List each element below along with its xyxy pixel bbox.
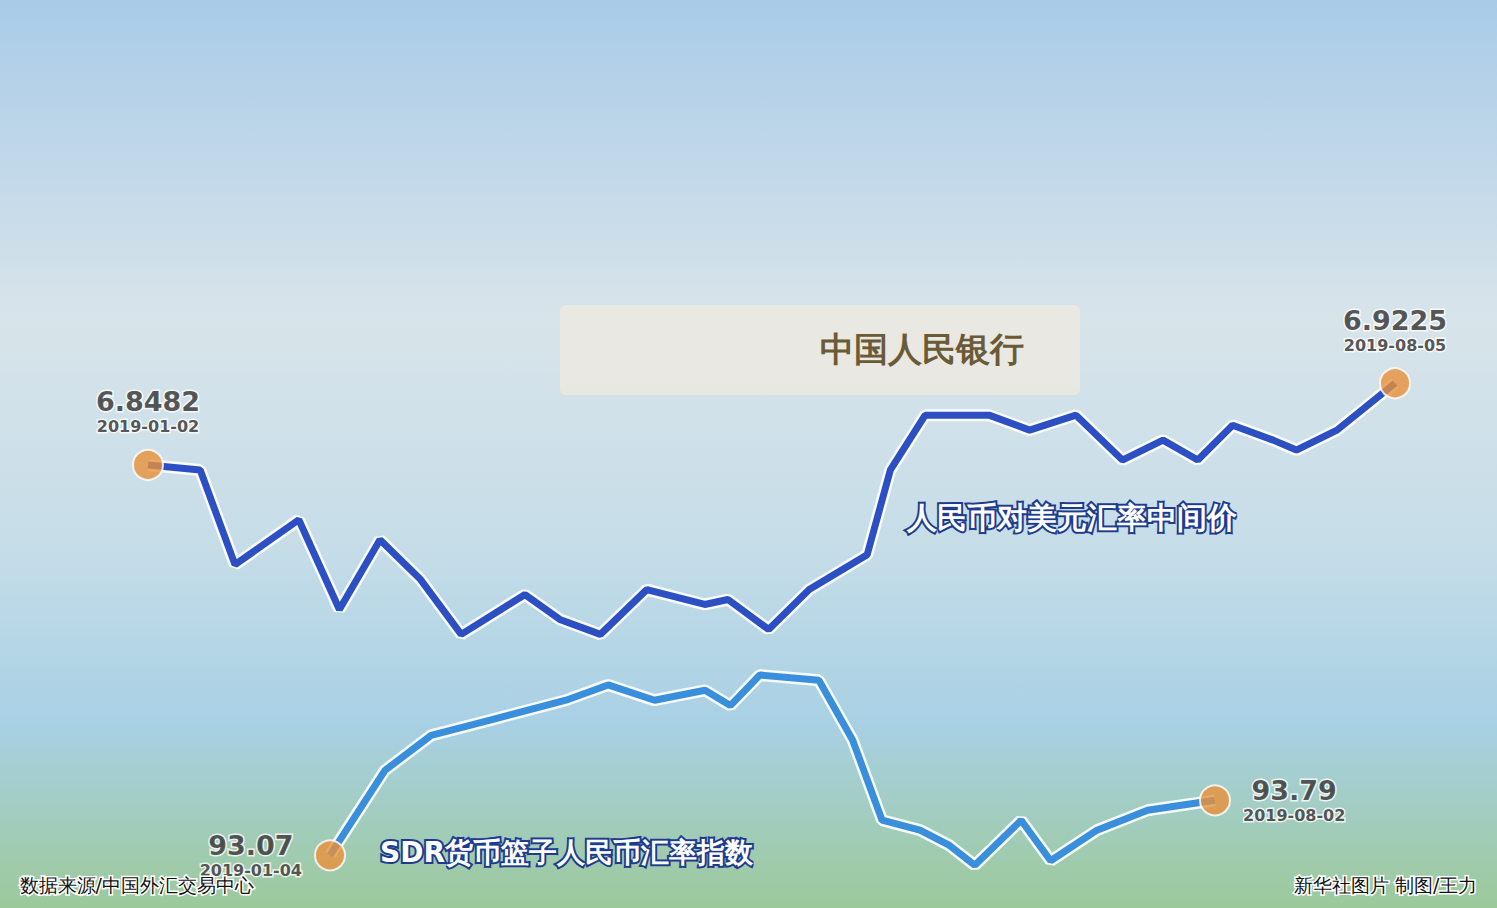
svg-text:6.9225: 6.9225 [1343, 305, 1447, 336]
svg-text:2019-08-02: 2019-08-02 [1243, 806, 1345, 825]
svg-text:新华社图片 制图/王力: 新华社图片 制图/王力 [1294, 874, 1477, 896]
svg-text:6.8482: 6.8482 [96, 386, 200, 417]
svg-text:2019-08-05: 2019-08-05 [1344, 336, 1446, 355]
svg-text:2019-01-02: 2019-01-02 [97, 417, 199, 436]
svg-text:数据来源/中国外汇交易中心: 数据来源/中国外汇交易中心 [20, 874, 254, 896]
svg-text:93.07: 93.07 [208, 830, 293, 861]
svg-text:SDR货币篮子人民币汇率指数: SDR货币篮子人民币汇率指数 [380, 836, 754, 869]
svg-text:人民币对美元汇率中间价: 人民币对美元汇率中间价 [906, 500, 1238, 535]
svg-text:2019-01-04: 2019-01-04 [199, 860, 302, 880]
svg-text:中国人民银行: 中国人民银行 [820, 329, 1024, 369]
svg-text:93.79: 93.79 [1251, 775, 1336, 806]
